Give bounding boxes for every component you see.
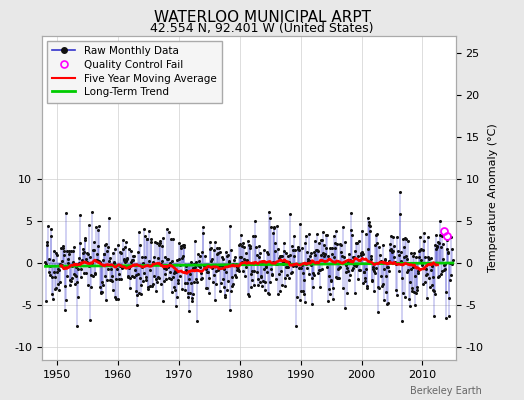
Text: 42.554 N, 92.401 W (United States): 42.554 N, 92.401 W (United States) bbox=[150, 22, 374, 35]
Text: Berkeley Earth: Berkeley Earth bbox=[410, 386, 482, 396]
Y-axis label: Temperature Anomaly (°C): Temperature Anomaly (°C) bbox=[488, 124, 498, 272]
Legend: Raw Monthly Data, Quality Control Fail, Five Year Moving Average, Long-Term Tren: Raw Monthly Data, Quality Control Fail, … bbox=[47, 41, 222, 102]
Text: WATERLOO MUNICIPAL ARPT: WATERLOO MUNICIPAL ARPT bbox=[154, 10, 370, 25]
